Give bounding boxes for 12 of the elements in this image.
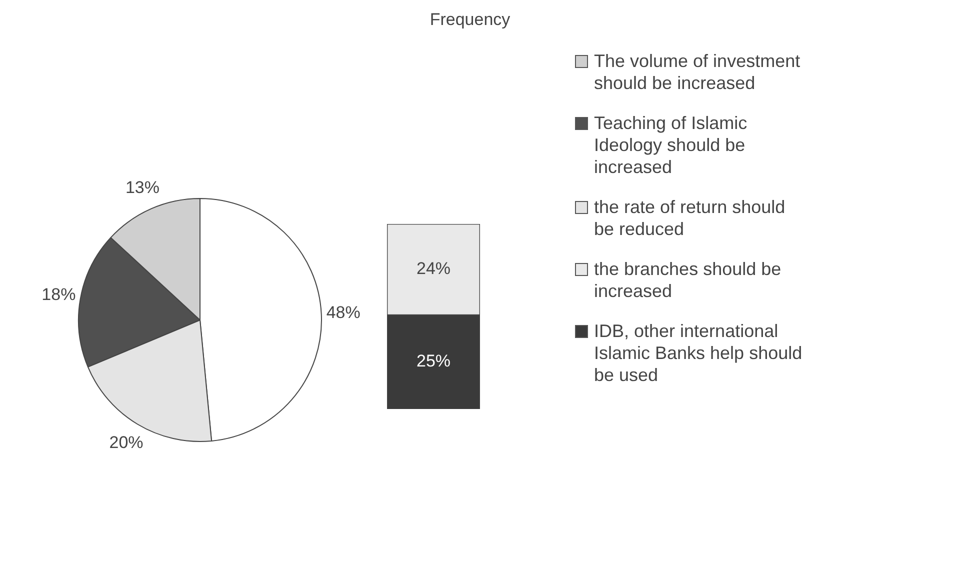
data-label: 20% — [109, 432, 144, 452]
data-label: 48% — [326, 302, 360, 322]
text: the branches should be increased — [594, 258, 782, 302]
data-label: 13% — [125, 178, 160, 198]
legend-label: the rate of return should be reduced — [594, 196, 786, 240]
legend-label: Teaching of Islamic Ideology should be increased — [594, 112, 748, 178]
data-label: 18% — [42, 284, 76, 304]
text: IDB, other international Islamic Banks help should be used — [594, 320, 804, 386]
chart-title: Frequency — [428, 10, 512, 30]
legend-label: The volume of investment should be increased — [594, 50, 802, 94]
data-label: 25% — [416, 351, 451, 370]
data-label: 24% — [416, 258, 451, 278]
